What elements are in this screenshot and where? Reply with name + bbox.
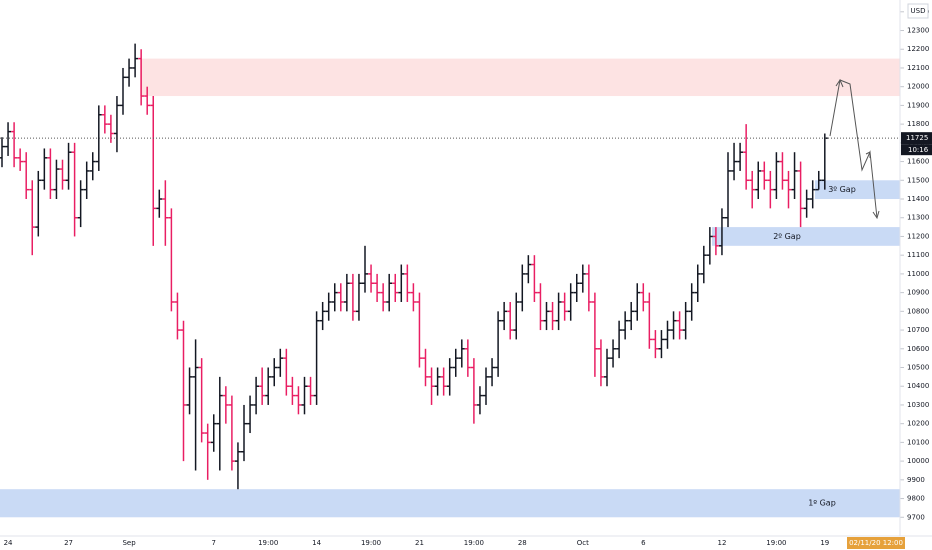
y-tick-label: 9900 — [907, 476, 925, 484]
bars — [0, 43, 900, 490]
y-tick-label: 10400 — [907, 382, 929, 390]
y-tick-label: 11600 — [907, 158, 929, 166]
x-tick-label: 19:00 — [766, 539, 786, 547]
zones: 1º Gap 2º Gap 3º Gap — [0, 58, 900, 518]
y-tick-label: 11100 — [907, 251, 929, 259]
countdown-box — [901, 144, 932, 156]
y-tick-label: 10100 — [907, 438, 929, 446]
y-tick-label: 10600 — [907, 345, 929, 353]
y-tick-label: 10500 — [907, 364, 929, 372]
x-tick-label: 19:00 — [361, 539, 381, 547]
zone — [140, 58, 900, 97]
y-tick-label: 11400 — [907, 195, 929, 203]
y-tick-label: 11900 — [907, 101, 929, 109]
zone-label: 2º Gap — [773, 232, 801, 241]
y-tick-label: 11200 — [907, 232, 929, 240]
last-price-label: 11725 — [906, 134, 928, 142]
y-tick-label: 10800 — [907, 307, 929, 315]
y-tick-label: 11500 — [907, 176, 929, 184]
currency: USD — [911, 7, 926, 15]
y-tick-label: 11000 — [907, 270, 929, 278]
x-tick-label: 28 — [518, 539, 527, 547]
x-tick-label: 14 — [312, 539, 321, 547]
crosshair-time: 02/11/20 12:00 — [849, 539, 903, 547]
x-tick-label: 12 — [717, 539, 726, 547]
currency-box — [907, 3, 929, 19]
x-tick-label: 7 — [212, 539, 216, 547]
x-tick-label: 19 — [820, 539, 829, 547]
zone-label: 3º Gap — [828, 185, 856, 194]
countdown: 10:16 — [908, 146, 929, 154]
y-tick-label: 10700 — [907, 326, 929, 334]
y-tick-label: 11800 — [907, 120, 929, 128]
crosshair-time-box — [847, 537, 905, 549]
x-tick-label: 19:00 — [464, 539, 484, 547]
x-tick-label: 21 — [415, 539, 424, 547]
x-tick-label: Sep — [122, 539, 136, 547]
y-tick-label: 12200 — [907, 45, 929, 53]
zone — [815, 180, 900, 200]
zone — [712, 227, 900, 246]
x-tick-label: 24 — [4, 539, 13, 547]
y-tick-label: 9700 — [907, 513, 925, 521]
zone-label: 1º Gap — [808, 499, 836, 508]
y-tick-label: 12000 — [907, 83, 929, 91]
x-tick-label: 19:00 — [258, 539, 278, 547]
y-tick-label: 10300 — [907, 401, 929, 409]
last-price-box — [901, 132, 932, 145]
y-tick-label: 12100 — [907, 64, 929, 72]
y-tick-label: 10900 — [907, 289, 929, 297]
arrow-heads — [835, 78, 880, 220]
x-tick-label: 6 — [641, 539, 646, 547]
projection-arrow — [829, 79, 878, 219]
y-tick-label: 12300 — [907, 27, 929, 35]
x-tick-label: Oct — [577, 539, 589, 547]
y-tick-label: 11300 — [907, 214, 929, 222]
y-tick-label: 10200 — [907, 420, 929, 428]
x-tick-label: 27 — [64, 539, 73, 547]
y-tick-label: 10000 — [907, 457, 929, 465]
zone — [0, 489, 900, 518]
y-tick-label: 9800 — [907, 495, 925, 503]
